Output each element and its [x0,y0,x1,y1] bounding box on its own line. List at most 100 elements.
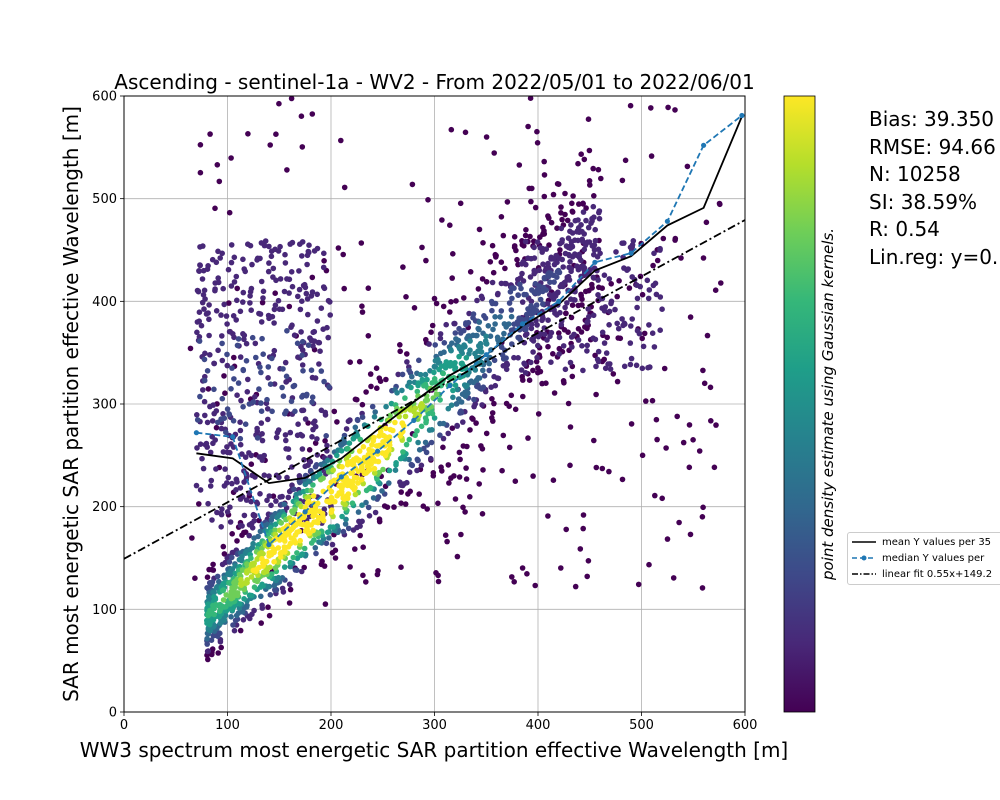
scatter-point [325,334,332,341]
scatter-point [486,367,493,374]
median-point [519,321,526,327]
scatter-point [224,362,231,369]
scatter-point [452,496,459,502]
scatter-point [198,322,205,329]
scatter-point [607,366,614,372]
scatter-point [297,306,304,313]
scatter-point [228,283,235,289]
scatter-point [270,265,277,272]
scatter-point [215,279,222,286]
scatter-point [253,499,260,506]
stat-rmse: RMSE: 94.66 [869,134,996,159]
scatter-point [450,394,456,401]
scatter-point [366,513,373,519]
scatter-point [265,416,271,423]
scatter-point [296,286,303,293]
scatter-point [241,596,247,602]
scatter-point [230,313,237,319]
scatter-point [627,361,634,368]
scatter-point [596,284,602,291]
median-point [483,352,489,358]
scatter-point [346,440,353,447]
scatter-point [194,412,200,418]
scatter-point [599,305,605,312]
scatter-point [528,325,535,332]
scatter-point [476,481,483,487]
scatter-point [583,217,589,224]
scatter-point [508,327,515,334]
scatter-point [482,315,489,321]
scatter-point [551,261,558,268]
scatter-point [313,519,320,525]
scatter-point [417,371,424,378]
scatter-point [606,276,613,282]
scatter-point [530,367,536,374]
scatter-point [268,517,275,523]
scatter-point [686,464,693,471]
scatter-point [492,300,499,307]
scatter-point [224,509,231,515]
scatter-point [476,319,483,325]
scatter-point [511,321,517,328]
scatter-point [244,602,250,609]
scatter-point [455,337,462,344]
y-axis-label: SAR most energetic SAR partition effecti… [59,106,83,702]
scatter-point [379,450,386,456]
scatter-point [338,489,345,495]
scatter-point [527,233,533,240]
scatter-point [218,524,224,530]
scatter-point [284,474,290,481]
scatter-point [215,347,221,354]
scatter-point [226,300,232,306]
scatter-point [411,408,417,415]
scatter-point [376,469,383,476]
scatter-point [430,470,437,476]
scatter-point [713,422,719,428]
scatter-point [321,378,327,385]
scatter-point [624,267,630,274]
scatter-point [258,400,264,406]
scatter-point [548,219,555,226]
scatter-point [201,377,208,384]
scatter-point [558,321,565,328]
scatter-point [269,355,275,362]
scatter-point [228,259,235,266]
scatter-point [577,546,584,552]
scatter-point [213,308,220,314]
scatter-point [219,506,225,512]
scatter-point [519,270,525,277]
scatter-point [593,391,599,398]
scatter-point [711,464,718,471]
scatter-point [299,362,306,368]
scatter-point [334,419,340,425]
scatter-point [467,269,474,275]
scatter-point [302,481,309,488]
scatter-point [527,274,534,280]
scatter-point [490,418,496,424]
scatter-point [500,432,507,439]
scatter-point [229,480,235,487]
scatter-point [260,288,267,295]
scatter-point [284,167,290,173]
scatter-point [204,444,210,450]
scatter-point [614,378,621,385]
scatter-point [528,321,535,328]
scatter-point [534,354,540,361]
scatter-point [286,303,293,310]
scatter-point [320,264,327,271]
scatter-point [621,363,628,370]
scatter-point [326,384,332,390]
scatter-point [483,333,489,340]
scatter-point [283,408,289,415]
scatter-point [204,266,211,273]
scatter-point [321,258,327,264]
scatter-point [654,257,661,264]
scatter-point [545,317,551,324]
scatter-point [309,274,316,281]
scatter-point [309,434,315,440]
scatter-point [228,386,234,392]
scatter-point [280,366,286,372]
scatter-point [395,371,402,378]
scatter-point [259,602,265,609]
